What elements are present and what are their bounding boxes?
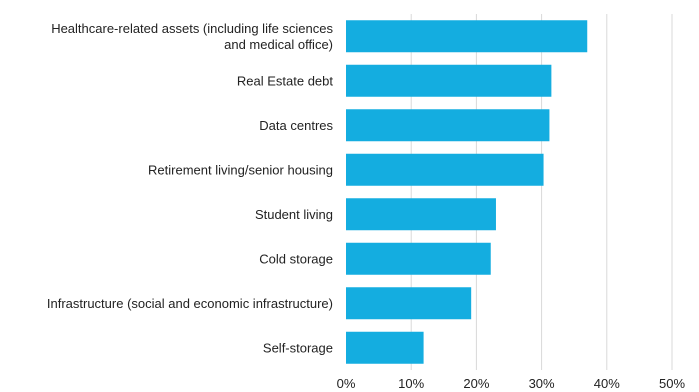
bar-1 <box>346 64 552 97</box>
category-label-0: Healthcare-related assets (including lif… <box>51 21 333 52</box>
bar-2 <box>346 109 550 142</box>
category-label-7: Self-storage <box>263 340 333 355</box>
category-label-5: Cold storage <box>259 251 333 266</box>
bar-6 <box>346 287 472 320</box>
bar-0 <box>346 20 588 53</box>
x-tick-label-4: 40% <box>594 376 620 391</box>
bar-7 <box>346 331 424 364</box>
category-label-6: Infrastructure (social and economic infr… <box>47 296 333 311</box>
bar-5 <box>346 242 491 275</box>
category-label-4: Student living <box>255 207 333 222</box>
x-tick-label-1: 10% <box>398 376 424 391</box>
category-label-1: Real Estate debt <box>237 73 334 88</box>
category-label-2: Data centres <box>259 118 333 133</box>
bar-4 <box>346 198 496 231</box>
category-label-3: Retirement living/senior housing <box>148 162 333 177</box>
x-tick-label-0: 0% <box>337 376 356 391</box>
bar-3 <box>346 153 544 186</box>
x-tick-label-2: 20% <box>463 376 489 391</box>
category-labels: Healthcare-related assets (including lif… <box>47 21 334 356</box>
x-tick-label-5: 50% <box>659 376 685 391</box>
x-axis-tick-labels: 0% 10% 20% 30% 40% 50% <box>337 376 686 391</box>
bars <box>346 20 588 364</box>
x-tick-label-3: 30% <box>529 376 555 391</box>
